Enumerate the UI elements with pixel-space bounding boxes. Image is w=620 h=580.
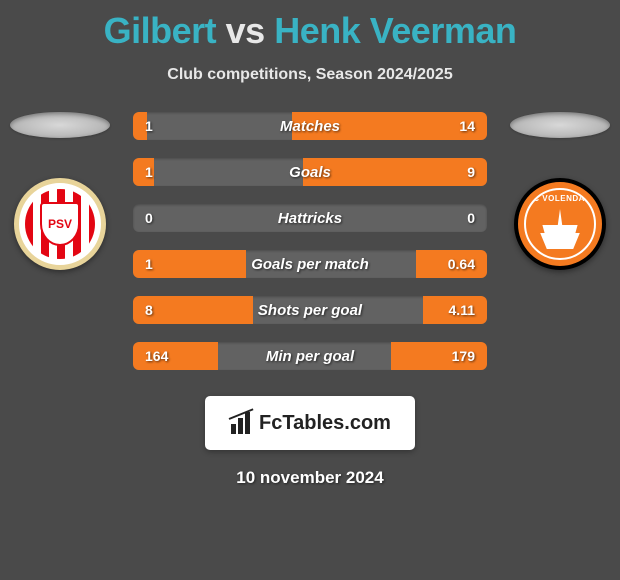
stat-left-value: 8: [145, 302, 153, 318]
stat-label: Min per goal: [266, 348, 354, 365]
stat-right-value: 14: [459, 118, 475, 134]
player1-name: Gilbert: [104, 10, 217, 51]
stat-left-value: 164: [145, 348, 168, 364]
stat-left-value: 1: [145, 256, 153, 272]
stat-right-value: 179: [452, 348, 475, 364]
stat-right-value: 4.11: [449, 302, 475, 318]
subtitle: Club competitions, Season 2024/2025: [0, 66, 620, 84]
stat-right-value: 0.64: [448, 256, 475, 272]
club-badge-psv: PSV: [14, 178, 106, 270]
volendam-inner: FC VOLENDAM: [524, 188, 596, 260]
comparison-title: Gilbert vs Henk Veerman: [0, 0, 620, 52]
stat-label: Matches: [280, 118, 340, 135]
stat-row: 0 Hattricks 0: [133, 204, 487, 232]
bar-chart-icon: [229, 412, 255, 434]
player1-column: PSV: [10, 112, 110, 270]
club-badge-volendam: FC VOLENDAM: [514, 178, 606, 270]
psv-shield-icon: PSV: [40, 202, 80, 246]
comparison-content: PSV FC VOLENDAM 1 Matches 14 1 Goals 9 0…: [0, 112, 620, 392]
boat-icon: [538, 209, 582, 249]
stat-row: 1 Goals 9: [133, 158, 487, 186]
stat-left-value: 1: [145, 118, 153, 134]
stat-label: Shots per goal: [258, 302, 362, 319]
player2-column: FC VOLENDAM: [510, 112, 610, 270]
stat-row: 8 Shots per goal 4.11: [133, 296, 487, 324]
stat-label: Goals: [289, 164, 331, 181]
stat-row: 1 Goals per match 0.64: [133, 250, 487, 278]
stat-right-value: 9: [467, 164, 475, 180]
stat-left-value: 1: [145, 164, 153, 180]
stat-right-value: 0: [467, 210, 475, 226]
stat-row: 164 Min per goal 179: [133, 342, 487, 370]
stat-label: Goals per match: [251, 256, 369, 273]
stat-row: 1 Matches 14: [133, 112, 487, 140]
player2-placeholder-ellipse: [510, 112, 610, 138]
stat-left-value: 0: [145, 210, 153, 226]
comparison-date: 10 november 2024: [0, 468, 620, 488]
volendam-text: FC VOLENDAM: [526, 194, 594, 203]
stat-label: Hattricks: [278, 210, 342, 227]
player1-placeholder-ellipse: [10, 112, 110, 138]
branding-box[interactable]: FcTables.com: [205, 396, 415, 450]
vs-separator: vs: [226, 10, 265, 51]
player2-name: Henk Veerman: [274, 10, 516, 51]
psv-stripes: PSV: [25, 189, 95, 259]
stats-list: 1 Matches 14 1 Goals 9 0 Hattricks 0 1 G…: [133, 112, 487, 388]
branding-text: FcTables.com: [259, 412, 391, 435]
